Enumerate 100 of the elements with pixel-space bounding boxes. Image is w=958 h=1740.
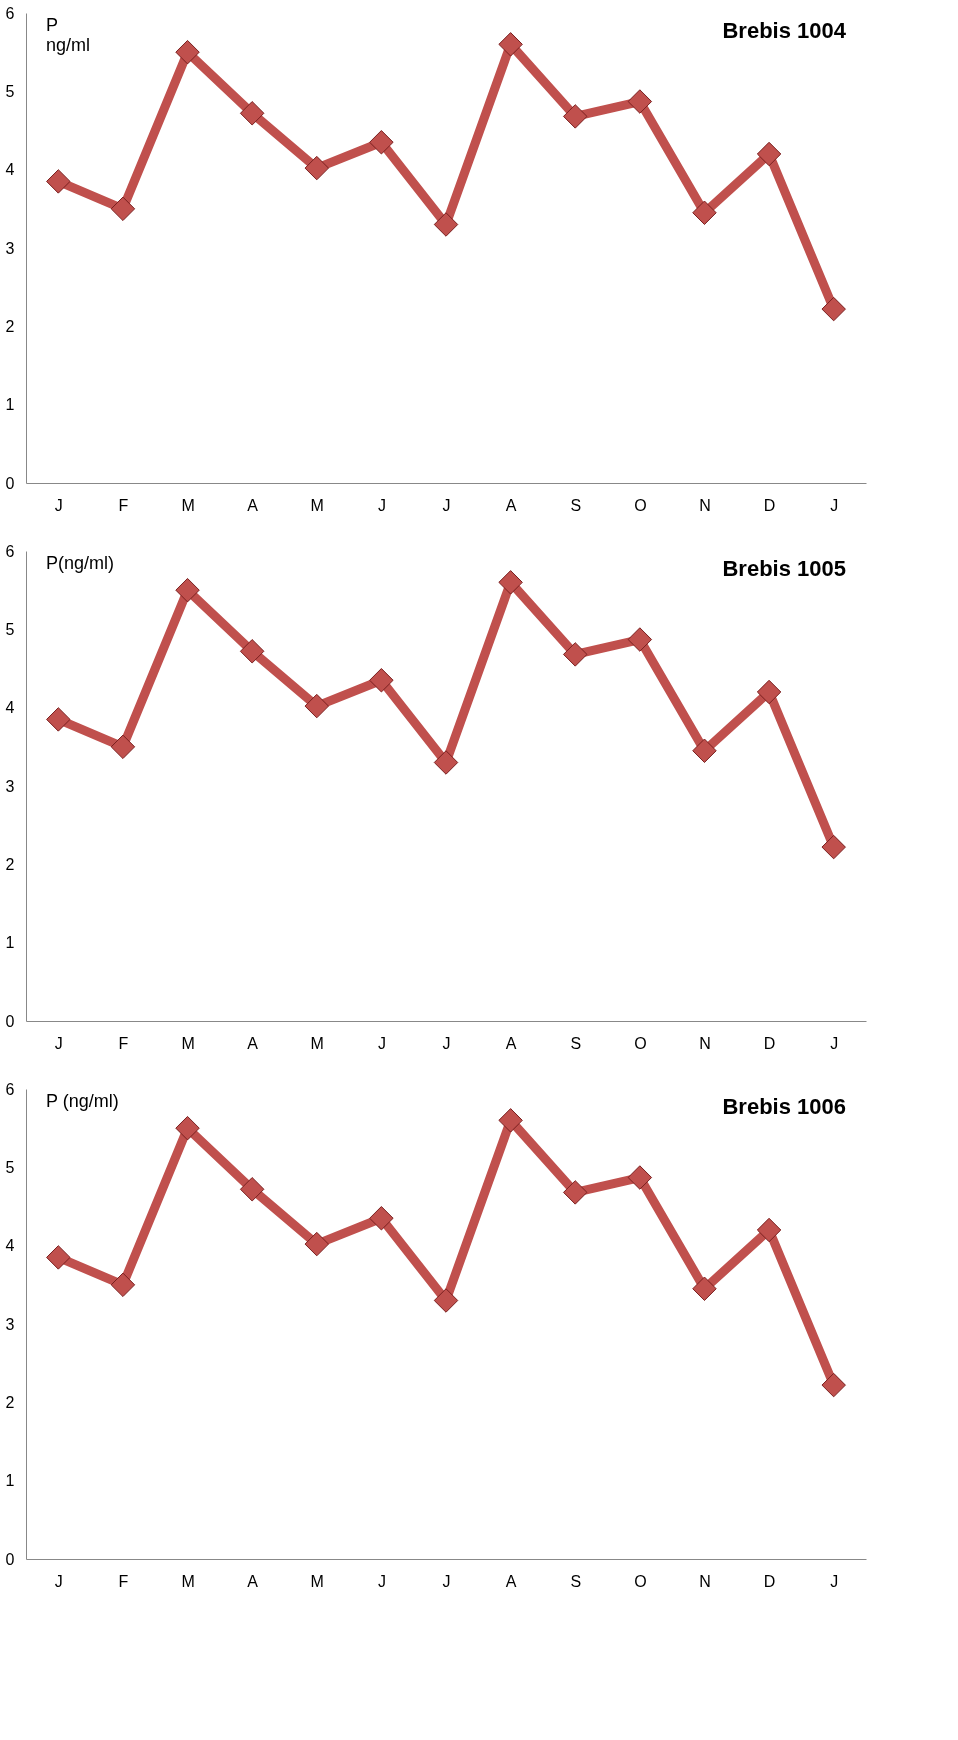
y-tick-label: 3 — [5, 239, 15, 257]
y-tick-label: 5 — [5, 1158, 15, 1176]
y-tick-label: 1 — [5, 1472, 15, 1490]
chart-title: Brebis 1006 — [722, 1094, 846, 1119]
y-axis-title: P (ng/ml) — [46, 1091, 119, 1111]
point — [369, 668, 394, 693]
x-tick-label: M — [310, 1034, 324, 1052]
x-tick-label: D — [763, 1034, 776, 1052]
point — [692, 738, 717, 763]
point — [239, 101, 265, 126]
y-tick-label: 3 — [5, 777, 15, 795]
x-tick-label: J — [54, 1572, 63, 1590]
y-tick-label: 4 — [5, 699, 15, 717]
x-tick-label: J — [830, 496, 839, 514]
x-tick-label: A — [505, 1572, 517, 1590]
point — [433, 750, 459, 775]
x-tick-label: M — [310, 1572, 324, 1590]
y-tick-label: 4 — [5, 161, 15, 179]
y-tick-label: 5 — [5, 82, 15, 100]
y-axis-title: P(ng/ml) — [46, 553, 115, 573]
x-tick-label: D — [763, 1572, 776, 1590]
y-tick-label: 3 — [5, 1315, 15, 1333]
point — [369, 1206, 394, 1231]
point — [369, 130, 394, 155]
point — [756, 1217, 782, 1243]
x-tick-label: O — [634, 1572, 647, 1590]
y-tick-label: 2 — [5, 855, 15, 873]
x-tick-label: J — [442, 1572, 451, 1590]
point — [433, 212, 459, 237]
y-tick-label: 6 — [5, 1080, 15, 1098]
x-tick-label: O — [634, 496, 647, 514]
point — [46, 1245, 71, 1270]
x-tick-label: A — [247, 1034, 259, 1052]
point — [239, 1177, 265, 1202]
point — [304, 1231, 329, 1257]
y-axis-title: P ng/ml — [46, 15, 91, 55]
x-tick-label: M — [181, 1034, 195, 1052]
y-tick-label: 2 — [5, 1393, 15, 1411]
x-tick-label: N — [699, 496, 711, 514]
x-tick-label: S — [570, 1572, 582, 1590]
x-tick-label: A — [505, 496, 517, 514]
y-tick-label: 0 — [5, 1550, 15, 1568]
point — [239, 639, 265, 664]
point — [498, 570, 523, 595]
y-tick-label: 1 — [5, 934, 15, 952]
point — [433, 1288, 459, 1313]
x-tick-label: M — [181, 496, 195, 514]
x-tick-label: N — [699, 1034, 711, 1052]
point — [175, 577, 200, 603]
y-tick-label: 0 — [5, 474, 15, 492]
point — [498, 32, 523, 57]
point — [627, 627, 653, 652]
x-tick-label: J — [54, 496, 63, 514]
x-tick-label: J — [377, 496, 386, 514]
point — [46, 169, 71, 194]
point — [110, 734, 136, 760]
x-tick-label: N — [699, 1572, 711, 1590]
point — [46, 707, 71, 732]
point — [692, 200, 717, 225]
y-tick-label: 6 — [5, 4, 15, 22]
point — [821, 1372, 846, 1398]
x-tick-label: M — [181, 1572, 195, 1590]
y-tick-label: 2 — [5, 317, 15, 335]
x-tick-label: J — [54, 1034, 63, 1052]
x-tick-label: O — [634, 1034, 647, 1052]
point — [175, 39, 200, 65]
chart-title: Brebis 1004 — [722, 18, 847, 43]
x-tick-label: J — [442, 1034, 451, 1052]
point — [692, 1276, 717, 1301]
x-tick-label: A — [505, 1034, 517, 1052]
x-tick-label: A — [247, 496, 259, 514]
point — [756, 679, 782, 705]
y-tick-label: 0 — [5, 1012, 15, 1030]
x-tick-label: J — [442, 496, 451, 514]
point — [756, 141, 782, 167]
point — [563, 104, 588, 129]
point — [563, 642, 588, 667]
point — [304, 155, 329, 181]
point — [821, 296, 846, 322]
x-tick-label: D — [763, 496, 776, 514]
point — [498, 1108, 523, 1133]
x-tick-label: J — [377, 1034, 386, 1052]
point — [627, 1165, 653, 1190]
x-tick-label: J — [830, 1034, 839, 1052]
x-tick-label: S — [570, 1034, 582, 1052]
point — [304, 693, 329, 719]
y-tick-label: 6 — [5, 542, 15, 560]
x-tick-label: M — [310, 496, 324, 514]
x-tick-label: A — [247, 1572, 259, 1590]
point — [821, 834, 846, 860]
x-tick-label: F — [118, 1034, 129, 1052]
point — [110, 196, 136, 222]
y-tick-label: 5 — [5, 620, 15, 638]
y-tick-label: 4 — [5, 1237, 15, 1255]
point — [175, 1115, 200, 1141]
x-tick-label: J — [830, 1572, 839, 1590]
x-tick-label: F — [118, 496, 129, 514]
x-tick-label: J — [377, 1572, 386, 1590]
point — [110, 1272, 136, 1298]
point — [563, 1180, 588, 1205]
